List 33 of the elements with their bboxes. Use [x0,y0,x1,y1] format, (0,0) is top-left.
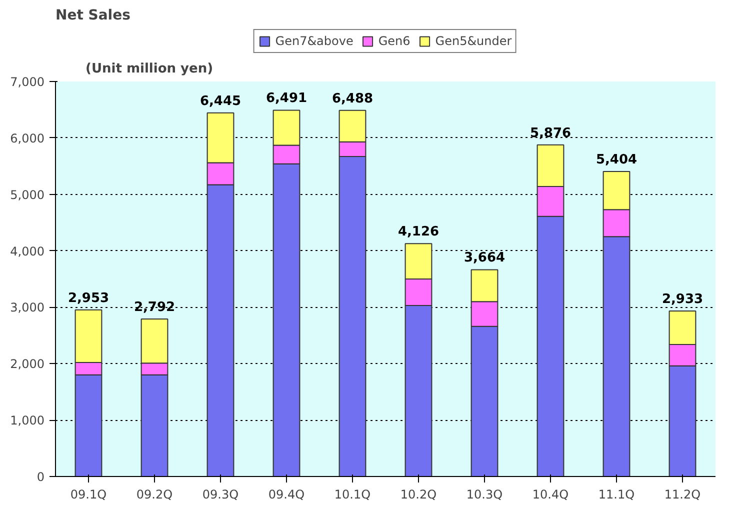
text: (Unit million yen) [86,62,214,76]
total-label: 3,664 [464,250,506,266]
x-tick-label: 09.4Q [268,488,305,502]
total-label: 2,953 [68,290,110,306]
legend-label: Gen7&above [275,34,354,48]
y-tick-label: 4,000 [10,244,45,258]
x-tick-label: 09.3Q [202,488,239,502]
x-tick-label: 10.3Q [466,488,503,502]
y-tick-label: 5,000 [10,188,45,202]
total-label: 2,933 [662,292,704,307]
total-label: 5,404 [596,152,638,168]
x-tick-label: 09.2Q [136,488,173,502]
x-tick-label: 11.2Q [664,488,701,502]
x-tick-label: 10.4Q [532,488,569,502]
x-tick-label: 09.1Q [70,488,107,502]
x-tick-label: 10.1Q [334,488,371,502]
legend-label: Gen6 [378,34,410,48]
total-label: 6,488 [332,91,374,106]
chart-title: Net Sales [56,8,130,24]
x-tick-label: 11.1Q [598,488,635,502]
y-tick-label: 2,000 [10,357,45,372]
y-tick-label: 0 [36,470,45,484]
total-label: 4,126 [398,224,440,240]
total-label: 2,792 [134,300,176,315]
y-tick-label: 6,000 [10,131,45,146]
y-tick-label: 7,000 [10,75,45,89]
x-tick-label: 10.2Q [400,488,437,502]
total-label: 6,445 [200,94,242,109]
y-tick-label: 1,000 [10,414,45,428]
y-tick-label: 3,000 [10,300,45,315]
total-label: 6,491 [266,91,308,106]
total-label: 5,876 [530,126,572,141]
legend-label: Gen5&under [435,34,512,48]
